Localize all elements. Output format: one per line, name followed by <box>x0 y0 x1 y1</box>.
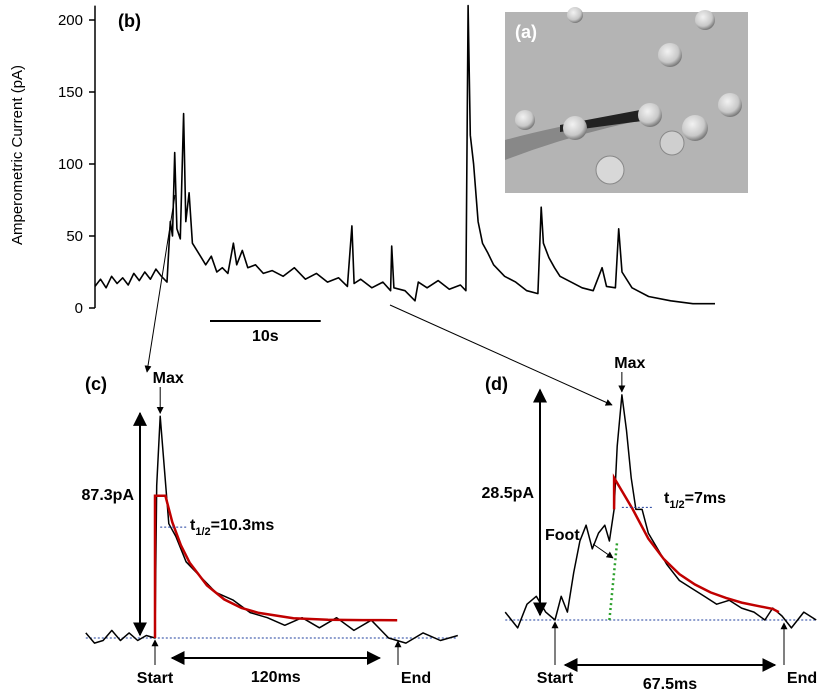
scale-bar-label: 10s <box>252 328 279 345</box>
end-label: End <box>787 670 817 687</box>
half-time-label: t1/2=10.3ms <box>190 517 274 538</box>
fit-curve <box>153 494 398 638</box>
panel-label: (b) <box>118 11 141 31</box>
half-time-symbol: t <box>190 517 196 534</box>
half-time-label: t1/2=7ms <box>664 490 726 511</box>
max-label: Max <box>614 355 645 372</box>
y-tick-label: 150 <box>58 84 83 101</box>
y-tick-label: 50 <box>66 228 83 245</box>
half-time-symbol: t <box>664 490 670 507</box>
start-label: Start <box>137 670 174 687</box>
trace <box>94 4 715 305</box>
duration-label: 67.5ms <box>643 676 697 693</box>
fit-curve <box>612 473 780 614</box>
half-time-value: =10.3ms <box>211 517 275 534</box>
half-time-subscript: 1/2 <box>195 526 210 538</box>
panel-label: (c) <box>85 374 107 394</box>
end-label: End <box>401 670 431 687</box>
y-tick-label: 0 <box>75 300 83 317</box>
panel-label: (d) <box>485 374 508 394</box>
half-time-value: =7ms <box>685 490 726 507</box>
micrograph: (a) <box>505 7 748 193</box>
y-tick-label: 200 <box>58 12 83 29</box>
panel-label: (a) <box>515 22 537 42</box>
foot-line <box>608 540 619 621</box>
amplitude-label: 28.5pA <box>482 485 535 502</box>
foot-label: Foot <box>545 527 580 544</box>
max-label: Max <box>153 370 184 387</box>
start-label: Start <box>537 670 574 687</box>
y-axis-label: Amperometric Current (pA) <box>9 65 26 245</box>
amplitude-label: 87.3pA <box>82 487 135 504</box>
y-tick-label: 100 <box>58 156 83 173</box>
half-time-subscript: 1/2 <box>669 499 684 511</box>
trace <box>504 394 817 629</box>
duration-label: 120ms <box>251 669 301 686</box>
foot-arrow <box>592 543 614 559</box>
